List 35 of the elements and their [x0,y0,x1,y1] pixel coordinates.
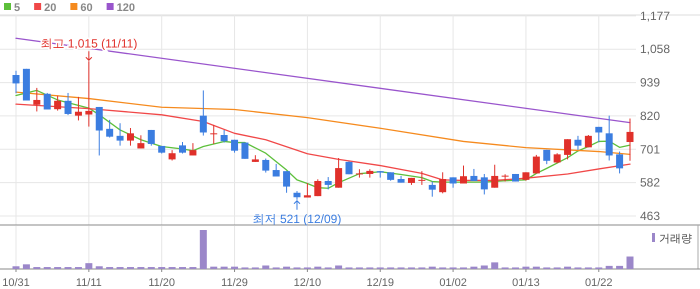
x-tick-label: 01/02 [439,277,467,289]
bar [200,230,207,269]
x-tick-label: 12/10 [294,277,322,289]
bar [262,265,270,269]
legend-label: 5 [14,2,20,14]
bar [335,265,342,269]
x-tick-label: 01/22 [585,277,613,289]
x-tick-label: 01/13 [512,277,540,289]
x-tick-label: 11/11 [76,277,102,289]
y-tick-label: 1,177 [640,8,670,23]
y-tick-label: 701 [640,142,660,156]
bar [96,266,103,269]
x-tick-label: 11/29 [221,277,248,289]
annotation: 최저 521 (12/09) [252,212,342,226]
bar [606,266,613,269]
y-tick-label: 463 [640,209,660,224]
legend-label: 120 [116,2,135,14]
x-tick-label: 10/31 [2,277,30,289]
y-tick-label: 1,058 [640,42,670,56]
x-tick-label: 11/20 [148,277,176,289]
legend-label: 거래량 [659,233,692,245]
bar [626,256,634,269]
y-tick-label: 820 [640,108,660,123]
bar [480,265,488,269]
y-tick-label: 939 [640,76,660,90]
x-tick-label: 12/19 [366,277,394,289]
legend-label: 60 [80,2,93,14]
bar [22,264,30,269]
legend-label: 20 [44,2,56,14]
bar [491,262,498,269]
line-series [15,91,631,155]
bar [616,266,624,269]
bar [85,263,92,269]
bar [12,266,20,269]
y-tick-label: 582 [640,176,660,190]
